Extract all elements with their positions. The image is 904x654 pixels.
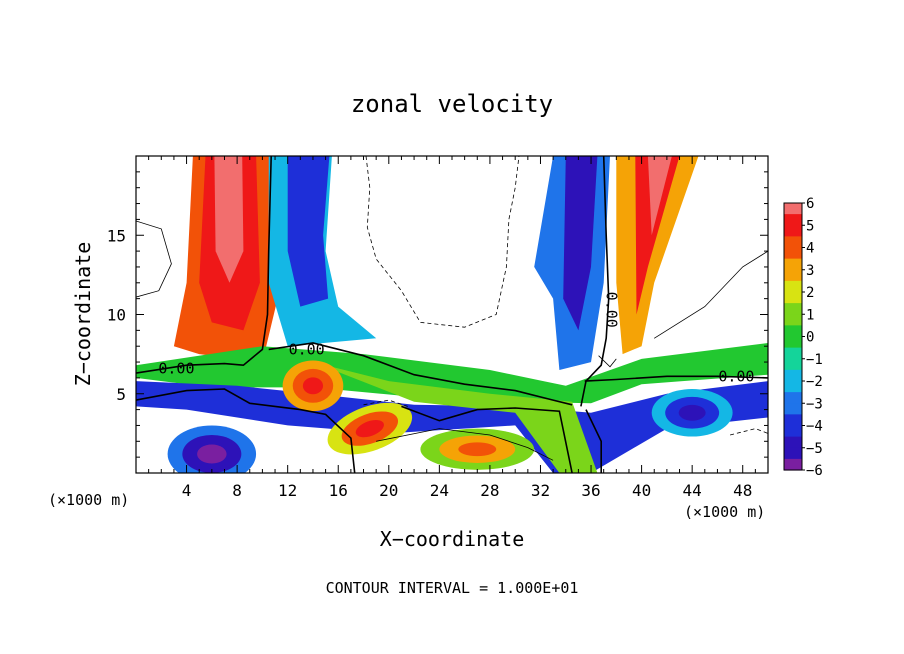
colorbar-swatch [784,303,802,315]
field-layer [136,156,768,473]
colorbar-swatch [784,347,802,360]
colorbar-label: 6 [806,196,814,212]
x-tick-label: 48 [733,481,752,500]
y-tick-label: 10 [107,306,126,325]
field-right-negative-core [563,156,598,331]
field-negative-column-core [287,156,330,307]
field-shear-layer [136,343,768,404]
colorbar-swatch [784,369,802,382]
colorbar-swatch [784,280,802,293]
x-tick-label: 12 [278,481,297,500]
dashed-contour-line [365,156,520,328]
thin-contour-line [136,220,172,298]
x-tick-label: 40 [632,481,651,500]
x-tick-label: 44 [683,481,702,500]
dashed-contour-line [730,428,768,436]
y-axis-label: Z−coordinate [71,242,95,387]
x-tick-label: 16 [329,481,348,500]
x-tick-label: 8 [232,481,242,500]
colorbar-swatch [784,247,802,260]
colorbar-swatch [784,436,802,449]
colorbar-swatch [784,381,802,393]
field-positive-patch-c [420,428,535,470]
colorbar-swatch [784,214,802,226]
x-unit-right: (×1000 m) [684,503,765,521]
colorbar-swatch [784,358,802,371]
contour-label: 0.00 [158,359,194,377]
dashed-contour-line [363,399,408,407]
colorbar-swatch [784,258,802,271]
zero-contour-line [268,342,573,406]
colorbar-swatch [784,414,802,427]
field-negative-patch-e [651,388,733,437]
field-left-jet-peak [214,156,244,283]
colorbar-label: −1 [806,352,823,368]
colorbar-swatch [784,236,802,249]
field-right-jet-core [635,156,680,315]
chart-title: zonal velocity [351,90,553,118]
x-tick-label: 36 [581,481,600,500]
contour-interval-note: CONTOUR INTERVAL = 1.000E+01 [326,579,579,597]
y-tick-label: 15 [107,226,126,245]
field-negative-patch-d [167,425,257,473]
y-axis-ticks: 5 10 15 [107,171,768,458]
zero-contour-line [585,409,602,473]
zero-contour-line [401,405,573,473]
zero-contour-line [584,375,768,382]
field-right-jet-peak [647,156,672,236]
contour-label: 0.00 [289,340,325,358]
contour-labels: 0.00 0.00 0.00 0.00 [158,292,754,386]
colorbar-label: 3 [806,263,814,279]
contour-label: 0.00 [602,292,620,328]
x-tick-label: 32 [531,481,550,500]
zero-contour-line [136,156,272,374]
colorbar-label: −5 [806,441,823,457]
colorbar-swatch [784,447,802,460]
colorbar-swatch [784,336,802,349]
colorbar-label: 1 [806,307,814,323]
x-tick-label: 4 [182,481,192,500]
colorbar-swatch [784,203,802,215]
x-axis-ticks: 4 8 12 16 20 24 28 32 36 40 44 48 [135,156,769,500]
colorbar-swatch [784,269,802,282]
colorbar-label: −2 [806,374,823,390]
colorbar-swatch [784,392,802,404]
thin-contour-line [653,250,768,339]
colorbar-label: −3 [806,396,823,412]
field-positive-patch-a [282,360,344,412]
thin-contour-line [376,428,554,461]
colorbar-swatch [784,292,802,304]
colorbar-label: −4 [806,419,823,435]
colorbar-swatch [784,225,802,237]
y-tick-label: 5 [116,385,126,404]
zero-contours [136,156,768,473]
colorbar-label: 2 [806,285,814,301]
x-tick-label: 24 [430,481,449,500]
colorbar-label: 4 [806,241,814,257]
zero-contour-line [136,388,356,473]
x-unit-left: (×1000 m) [48,491,129,509]
colorbar-label: −6 [806,463,823,479]
colorbar-swatch [784,403,802,415]
colorbar-swatch [784,325,802,338]
colorbar-label: 0 [806,330,814,346]
field-positive-patch-b [327,402,413,455]
thin-contour-line [598,355,617,368]
colorbar-label: 5 [806,218,814,234]
x-tick-label: 28 [480,481,499,500]
x-tick-label: 20 [379,481,398,500]
x-axis-label: X−coordinate [380,527,525,551]
colorbar-swatch [784,425,802,438]
colorbar-swatch [784,314,802,326]
colorbar-swatch [784,458,802,471]
colorbar: 6 5 4 3 2 1 0 −1 −2 −3 −4 −5 −6 [783,196,823,479]
contour-label: 0.00 [718,367,754,385]
field-lower-green [313,362,598,473]
